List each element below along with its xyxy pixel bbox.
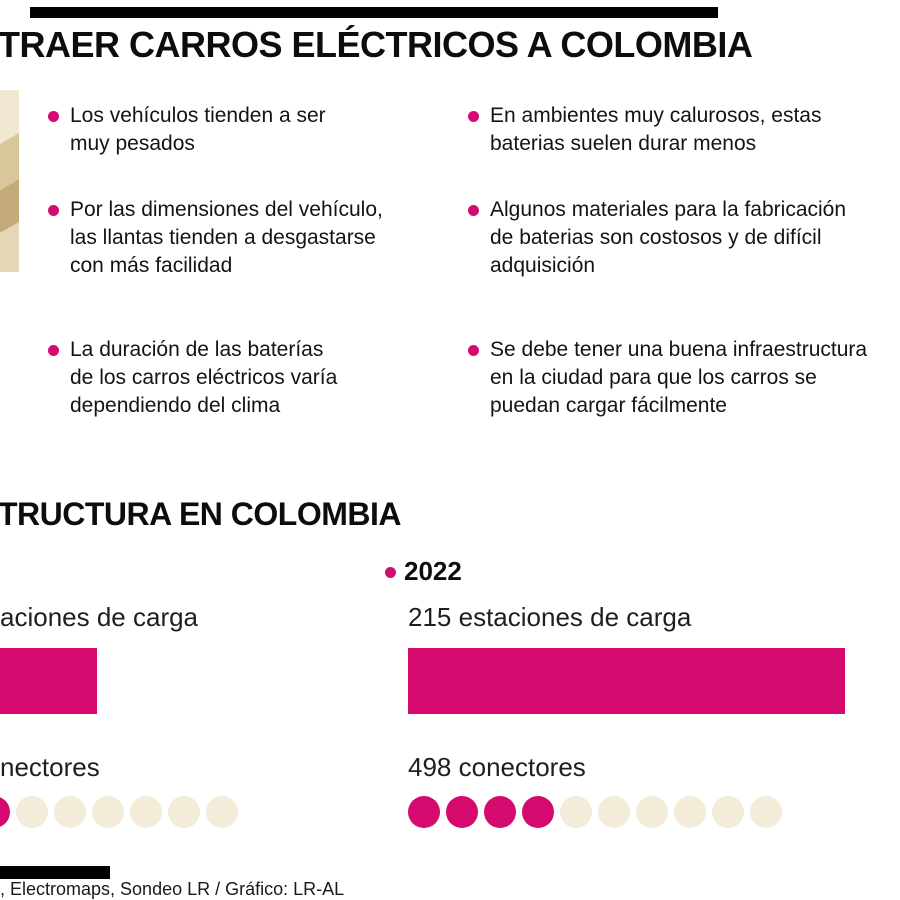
bullet-text: En ambientes muy calurosos, estas bateri… <box>490 104 822 155</box>
bullet-dot-icon <box>48 205 59 216</box>
connector-dots-2022 <box>408 796 782 828</box>
bullet-dot-icon <box>48 111 59 122</box>
connector-dot-empty <box>92 796 124 828</box>
bullet-item-tires: Por las dimensiones del vehículo, las ll… <box>48 196 433 280</box>
connector-dot-empty <box>560 796 592 828</box>
section-title: TRUCTURA EN COLOMBIA <box>0 496 402 532</box>
bullet-item-weight: Los vehículos tienden a ser muy pesados <box>48 102 433 158</box>
connector-dot-empty <box>598 796 630 828</box>
stations-bar-2022 <box>408 648 845 714</box>
connector-dot-empty <box>130 796 162 828</box>
connector-dot-filled <box>408 796 440 828</box>
bullet-dot-icon <box>48 345 59 356</box>
connectors-label-2022: 498 conectores <box>408 752 586 782</box>
bullet-dot-icon <box>385 567 396 578</box>
bullet-item-battery-duration: La duración de las baterías de los carro… <box>48 336 433 420</box>
connector-dot-filled <box>446 796 478 828</box>
year-text: 2022 <box>404 556 462 586</box>
bullet-text: La duración de las baterías de los carro… <box>70 338 338 417</box>
connector-dot-empty <box>54 796 86 828</box>
bullet-item-city-infrastructure: Se debe tener una buena infraestructura … <box>468 336 898 420</box>
bullet-dot-icon <box>468 345 479 356</box>
car-illustration-fragment <box>0 90 19 272</box>
connectors-label-left: nectores <box>0 752 100 782</box>
top-rule <box>30 7 718 18</box>
connector-dots-left <box>0 796 238 828</box>
connector-dot-empty <box>168 796 200 828</box>
bullet-item-materials-cost: Algunos materiales para la fabricación d… <box>468 196 898 280</box>
bullet-item-hot-climate: En ambientes muy calurosos, estas bateri… <box>468 102 898 158</box>
connector-dot-empty <box>16 796 48 828</box>
year-2022-label: 2022 <box>385 556 462 587</box>
connector-dot-empty <box>674 796 706 828</box>
bullet-dot-icon <box>468 111 479 122</box>
bullet-text: Por las dimensiones del vehículo, las ll… <box>70 198 383 277</box>
stations-label-2022: 215 estaciones de carga <box>408 602 692 632</box>
bullet-text: Algunos materiales para la fabricación d… <box>490 198 847 277</box>
connector-dot-filled <box>0 796 10 828</box>
page-title: TRAER CARROS ELÉCTRICOS A COLOMBIA <box>0 24 753 65</box>
connector-dot-filled <box>522 796 554 828</box>
stations-label-left: aciones de carga <box>0 602 199 632</box>
connector-dot-empty <box>712 796 744 828</box>
bullet-dot-icon <box>468 205 479 216</box>
connector-dot-empty <box>636 796 668 828</box>
bullet-text: Se debe tener una buena infraestructura … <box>490 338 868 417</box>
footer-rule <box>0 866 110 879</box>
connector-dot-filled <box>484 796 516 828</box>
stations-bar-left <box>0 648 97 714</box>
connector-dot-empty <box>206 796 238 828</box>
connector-dot-empty <box>750 796 782 828</box>
source-credit: , Electromaps, Sondeo LR / Gráfico: LR-A… <box>0 879 345 899</box>
bullet-text: Los vehículos tienden a ser muy pesados <box>70 104 326 155</box>
